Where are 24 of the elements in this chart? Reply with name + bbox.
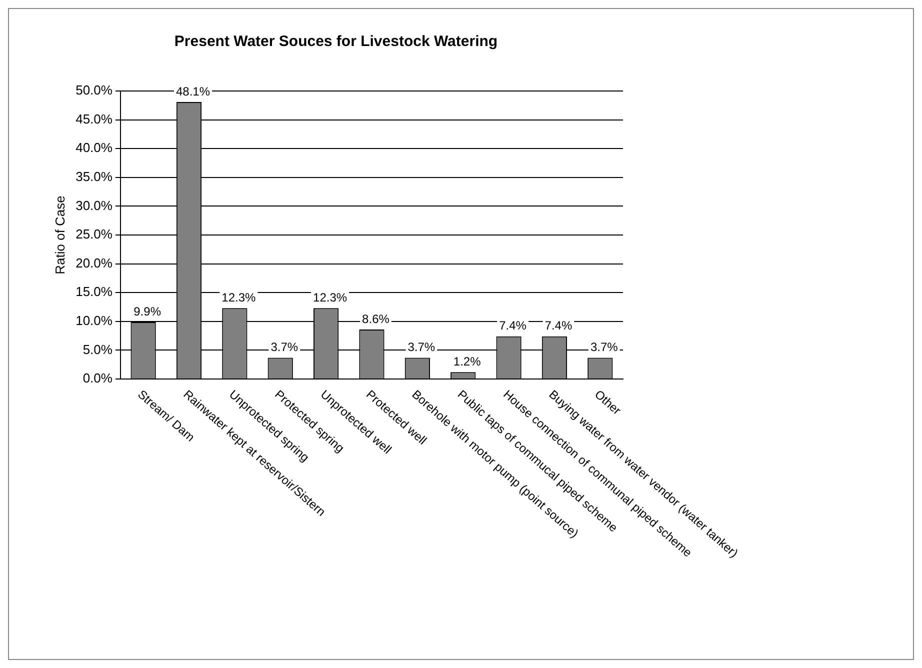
chart-title: Present Water Souces for Livestock Watering (174, 33, 498, 50)
y-axis-title: Ratio of Case (52, 196, 68, 274)
data-label: 1.2% (453, 354, 482, 368)
y-tick-label: 45.0% (76, 111, 113, 126)
y-tick-label: 50.0% (76, 82, 113, 98)
y-tick-label: 5.0% (82, 342, 113, 357)
data-label: 3.7% (590, 340, 618, 354)
y-tick-label: 15.0% (76, 284, 113, 300)
data-label: 9.9% (134, 304, 162, 318)
y-tick-label: 10.0% (76, 312, 113, 328)
data-label: 3.7% (408, 340, 436, 354)
data-label: 12.3% (222, 290, 256, 304)
y-tick-label: 40.0% (76, 140, 113, 156)
data-label: 7.4% (544, 318, 572, 333)
y-tick-label: 0.0% (82, 370, 113, 386)
y-tick-label: 35.0% (76, 168, 113, 184)
data-label: 8.6% (362, 312, 390, 326)
y-tick-label: 30.0% (76, 198, 113, 213)
data-label: 7.4% (499, 318, 527, 333)
data-label: 3.7% (270, 340, 298, 354)
y-tick-label: 25.0% (76, 226, 113, 242)
data-label: 12.3% (313, 290, 348, 304)
data-label: 48.1% (176, 84, 210, 98)
y-tick-label: 20.0% (76, 255, 113, 270)
